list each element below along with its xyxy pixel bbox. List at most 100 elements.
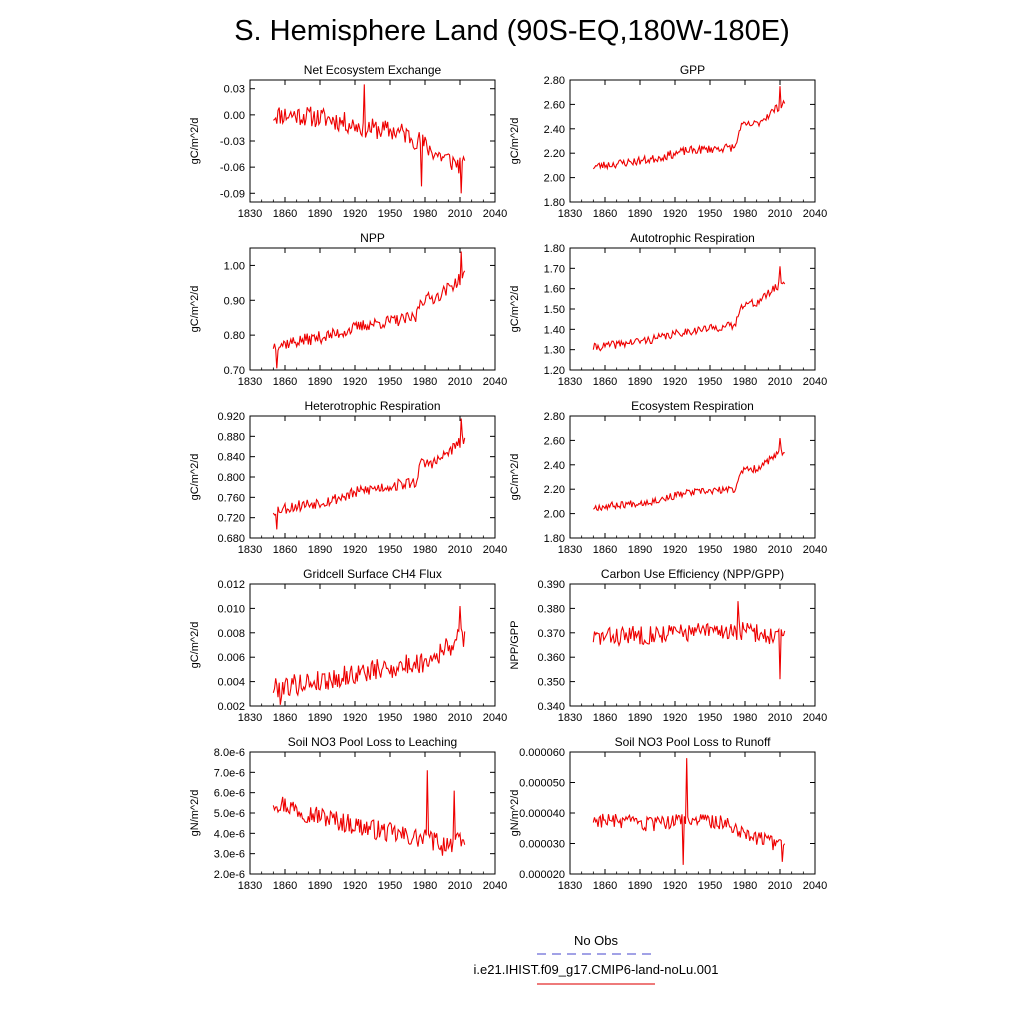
x-tick-label: 1890 (628, 544, 652, 556)
plot-frame (569, 415, 816, 539)
x-tick-label: 1980 (413, 376, 437, 388)
x-tick-label: 1980 (413, 544, 437, 556)
x-tick-label: 1950 (698, 712, 722, 724)
panel-title-net-ecosystem-exchange: Net Ecosystem Exchange (304, 63, 442, 77)
y-tick-label: 0.010 (217, 603, 245, 615)
x-tick-label: 1860 (273, 208, 297, 220)
x-tick-label: 1860 (273, 544, 297, 556)
panel-title-gridcell-surface-ch4-flux: Gridcell Surface CH4 Flux (303, 567, 442, 581)
x-tick-label: 1890 (628, 208, 652, 220)
y-tick-label: 0.370 (537, 628, 565, 640)
y-tick-label: 0.000020 (519, 869, 565, 881)
y-tick-label: 0.800 (217, 472, 245, 484)
x-tick-label: 2040 (803, 208, 827, 220)
y-tick-label: 0.340 (537, 701, 565, 713)
y-tick-label: 0.920 (217, 411, 245, 423)
x-tick-label: 1980 (413, 712, 437, 724)
x-tick-label: 1980 (733, 208, 757, 220)
y-tick-label: 1.80 (544, 243, 565, 255)
y-tick-label: 0.00 (224, 110, 245, 122)
y-tick-label: 1.60 (544, 284, 565, 296)
x-tick-label: 1860 (273, 712, 297, 724)
x-tick-label: 1980 (733, 376, 757, 388)
x-tick-label: 1890 (308, 544, 332, 556)
x-tick-label: 2040 (803, 712, 827, 724)
y-tick-label: 2.00 (544, 173, 565, 185)
x-tick-label: 1920 (343, 880, 367, 892)
plot-frame (569, 79, 816, 203)
y-tick-label: 2.40 (544, 124, 565, 136)
x-tick-label: 2040 (483, 880, 507, 892)
panel-title-soil-no3-pool-loss-to-runoff: Soil NO3 Pool Loss to Runoff (615, 735, 772, 749)
x-tick-label: 1950 (378, 376, 402, 388)
figure-title: S. Hemisphere Land (90S-EQ,180W-180E) (234, 15, 790, 47)
y-tick-label: 0.000060 (519, 747, 565, 759)
series-line-gpp (592, 86, 786, 171)
x-tick-label: 1890 (308, 208, 332, 220)
legend: No Obs i.e21.IHIST.f09_g17.CMIP6-land-no… (474, 933, 719, 985)
y-tick-label: 0.760 (217, 492, 245, 504)
x-tick-label: 2040 (803, 376, 827, 388)
x-tick-label: 1950 (698, 208, 722, 220)
y-axis-label: gC/m^2/d (509, 118, 521, 165)
panel-gridcell-surface-ch4-flux: Gridcell Surface CH4 Flux 1830 1860 1890 192… (189, 567, 507, 724)
x-tick-label: 1950 (378, 880, 402, 892)
x-tick-label: 1890 (628, 712, 652, 724)
x-tick-label: 1860 (593, 712, 617, 724)
y-tick-label: 1.20 (544, 365, 565, 377)
x-tick-label: 1920 (663, 712, 687, 724)
x-tick-label: 2010 (448, 880, 472, 892)
x-tick-label: 1830 (558, 880, 582, 892)
y-axis-label: gN/m^2/d (189, 790, 201, 837)
x-tick-label: 1980 (733, 712, 757, 724)
legend-label-no-obs: No Obs (574, 933, 619, 948)
plot-frame (569, 751, 816, 875)
y-tick-label: 0.390 (537, 579, 565, 591)
y-tick-label: 1.80 (544, 197, 565, 209)
panel-title-soil-no3-pool-loss-to-leaching: Soil NO3 Pool Loss to Leaching (288, 735, 457, 749)
panels: Net Ecosystem Exchange 1830 1860 1890 1920 19… (189, 63, 827, 892)
x-tick-label: 2010 (448, 712, 472, 724)
y-axis-label: gC/m^2/d (509, 454, 521, 501)
plot-frame (569, 247, 816, 371)
x-tick-label: 2040 (483, 712, 507, 724)
x-tick-label: 2010 (768, 544, 792, 556)
x-tick-label: 2040 (803, 880, 827, 892)
series-line-soil-no3-pool-loss-to-runoff (592, 758, 786, 865)
x-tick-label: 2010 (448, 544, 472, 556)
plot-frame (249, 751, 496, 875)
y-axis-label: NPP/GPP (509, 621, 521, 670)
y-tick-label: 1.40 (544, 324, 565, 336)
x-tick-label: 2010 (768, 208, 792, 220)
x-tick-label: 1830 (238, 376, 262, 388)
series-line-ecosystem-respiration (592, 437, 785, 512)
y-tick-label: 2.60 (544, 99, 565, 111)
y-tick-label: 7.0e-6 (214, 767, 245, 779)
y-tick-label: 2.20 (544, 484, 565, 496)
y-tick-label: 0.002 (217, 701, 245, 713)
x-tick-label: 1830 (238, 544, 262, 556)
y-tick-label: 0.004 (217, 677, 245, 689)
y-tick-label: -0.03 (220, 136, 245, 148)
x-tick-label: 1950 (378, 544, 402, 556)
x-tick-label: 2040 (483, 544, 507, 556)
y-tick-label: 1.00 (224, 260, 245, 272)
y-tick-label: 2.00 (544, 509, 565, 521)
y-axis-label: gC/m^2/d (189, 454, 201, 501)
x-tick-label: 1920 (663, 376, 687, 388)
x-tick-label: 1860 (273, 880, 297, 892)
x-tick-label: 1890 (308, 376, 332, 388)
x-tick-label: 1890 (628, 376, 652, 388)
plot-frame (249, 583, 496, 707)
panel-npp: NPP 1830 1860 1890 1920 1950 1980 2010 2040 1.00 0… (189, 231, 507, 388)
y-axis-label: gC/m^2/d (189, 118, 201, 165)
y-tick-label: 0.000030 (519, 839, 565, 851)
panel-ecosystem-respiration: Ecosystem Respiration 1830 1860 1890 1920 195… (509, 399, 827, 556)
y-tick-label: 2.20 (544, 148, 565, 160)
y-tick-label: -0.06 (220, 162, 245, 174)
panel-autotrophic-respiration: Autotrophic Respiration 1830 1860 1890 1920 1… (509, 231, 827, 388)
y-tick-label: 0.70 (224, 365, 245, 377)
plot-frame (569, 583, 816, 707)
x-tick-label: 2040 (483, 376, 507, 388)
